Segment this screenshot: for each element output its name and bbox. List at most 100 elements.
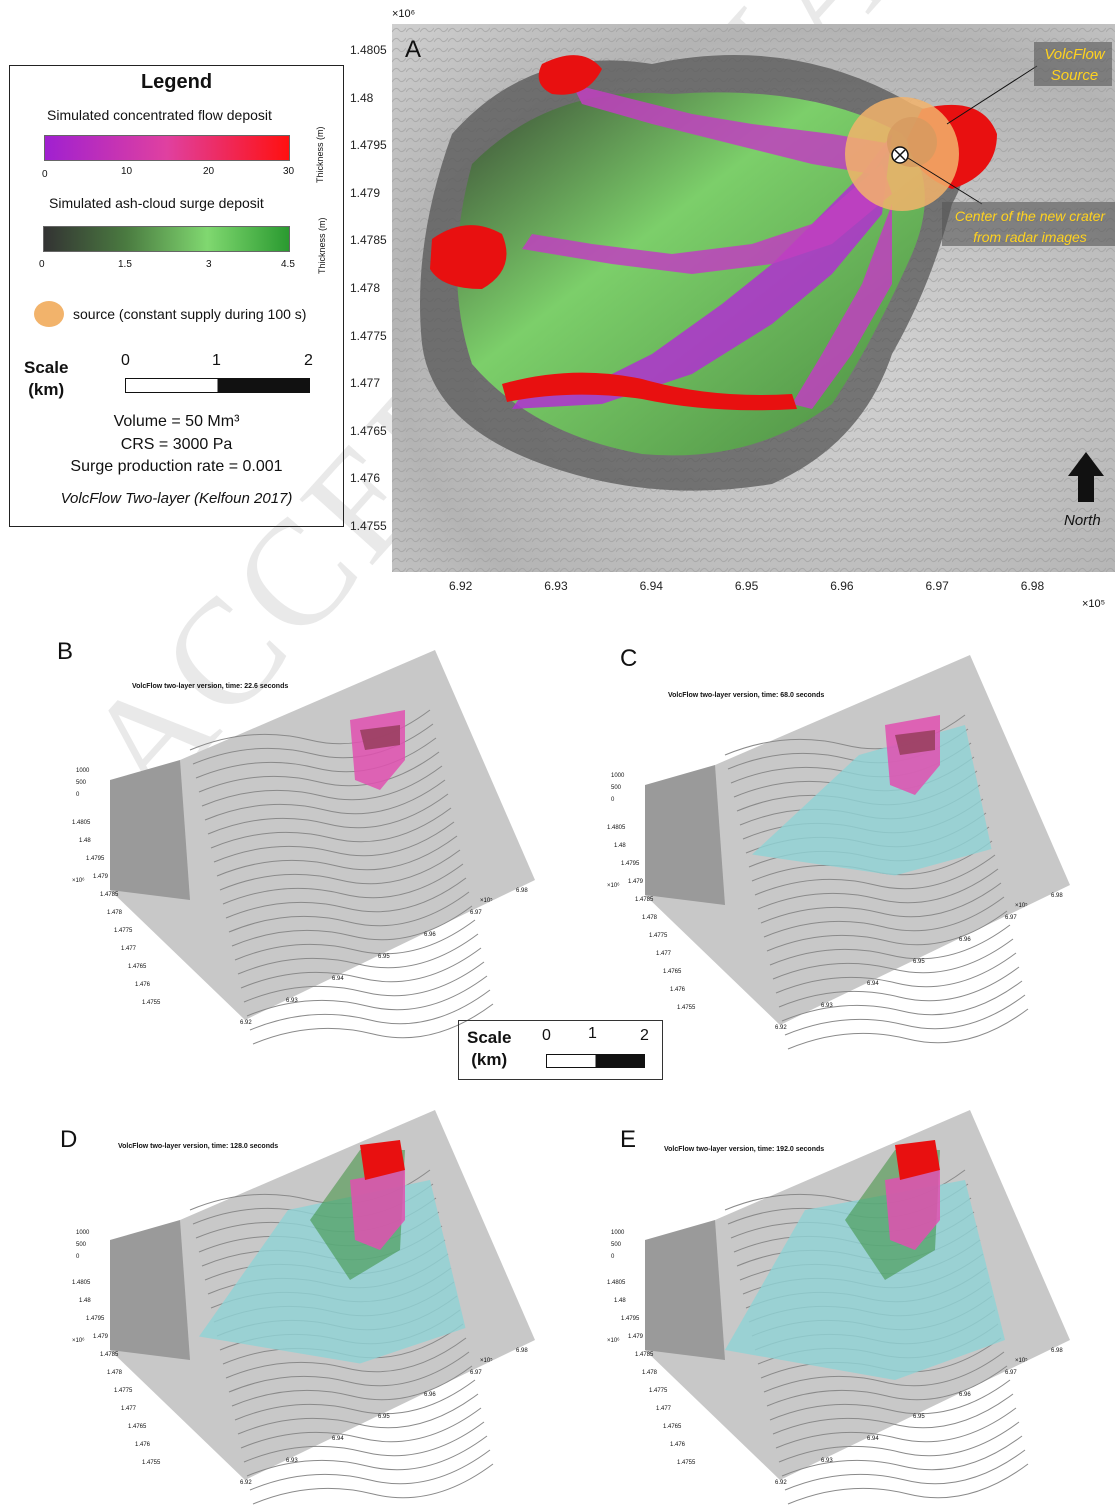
relief-line <box>216 835 458 877</box>
mini-x-exponent: ×10⁵ <box>480 1358 493 1364</box>
panel-sim-title: VolcFlow two-layer version, time: 128.0 … <box>118 1143 279 1150</box>
mini-x-exponent: ×10⁵ <box>1015 903 1028 909</box>
relief-line <box>225 1337 467 1379</box>
legend-scale-label: Scale (km) <box>24 358 69 399</box>
mini-x-tick: 6.97 <box>1005 1370 1017 1376</box>
relief-line <box>778 1421 1020 1463</box>
surge-colorbar <box>43 226 290 252</box>
panel-a-x-tick: 6.92 <box>449 579 473 593</box>
mini-x-tick: 6.96 <box>959 937 971 943</box>
crs-text: CRS = 3000 Pa <box>120 436 233 453</box>
relief-line <box>252 1003 494 1045</box>
mini-y-tick: 1.4755 <box>142 1000 161 1006</box>
legend-title: Legend <box>140 71 213 93</box>
terrain-side <box>110 1220 190 1360</box>
mini-y-tick: 1.479 <box>628 879 644 885</box>
panel-a-x-tick: 6.93 <box>544 579 568 593</box>
mini-y-tick: 1.478 <box>642 915 658 921</box>
relief-line <box>231 1365 473 1407</box>
relief-line <box>766 1365 1008 1407</box>
relief-line <box>781 980 1023 1022</box>
mini-y-tick: 1.476 <box>670 987 686 993</box>
relief-line <box>204 779 446 821</box>
panel-a-y-tick: 1.4795 <box>350 138 387 153</box>
mini-y-tick: 1.4785 <box>635 897 654 903</box>
mini-x-tick: 6.95 <box>378 954 390 960</box>
surge-tick-4-5: 4.5 <box>281 259 295 270</box>
relief-line <box>213 821 455 863</box>
concentrated-thickness-label: Thickness (m) <box>315 126 325 183</box>
relief-line <box>228 1351 470 1393</box>
mini-y-tick: 1.4785 <box>635 1352 654 1358</box>
mini-y-tick: 1.4805 <box>72 820 91 826</box>
mini-y-tick: 1.48 <box>79 1298 91 1304</box>
mini-y-tick: 1.476 <box>135 982 151 988</box>
mini-x-tick: 6.93 <box>286 1458 298 1464</box>
center-scale-tick-0: 0 <box>542 1027 551 1044</box>
relief-line <box>249 1449 491 1491</box>
terrain-side <box>645 1220 725 1360</box>
mini-y-tick: 1.48 <box>614 843 626 849</box>
mini-x-tick: 6.94 <box>867 1436 879 1442</box>
mini-x-tick: 6.95 <box>913 1414 925 1420</box>
relief-line <box>240 947 482 989</box>
mini-y-tick: 1.479 <box>93 1334 109 1340</box>
mini-x-tick: 6.94 <box>332 976 344 982</box>
mini-y-tick: 1.4775 <box>649 933 668 939</box>
mini-x-tick: 6.96 <box>959 1392 971 1398</box>
mini-y-tick: 1.478 <box>107 910 123 916</box>
panel-a-x-tick: 6.98 <box>1020 579 1045 593</box>
crater-rim <box>360 725 400 750</box>
legend-box: Legend Simulated concentrated flow depos… <box>9 65 344 527</box>
relief-line <box>766 910 1008 952</box>
relief-line <box>243 1421 485 1463</box>
mini-x-tick: 6.92 <box>240 1020 252 1026</box>
panel-a-y-tick: 1.4805 <box>350 43 387 57</box>
mini-y-tick: 1.4755 <box>142 1460 161 1466</box>
mini-y-tick: 1.4805 <box>607 825 626 831</box>
concentrated-flow-label: Simulated concentrated flow deposit <box>47 107 272 123</box>
relief-line <box>769 1379 1011 1421</box>
mini-y-tick: 1.48 <box>614 1298 626 1304</box>
panel-sim-title: VolcFlow two-layer version, time: 68.0 s… <box>668 692 825 699</box>
mini-x-tick: 6.97 <box>470 1370 482 1376</box>
relief-line <box>769 924 1011 966</box>
mini-x-exponent: ×10⁵ <box>480 898 493 904</box>
center-scale-bar <box>546 1054 645 1068</box>
panel-a-y-tick: 1.4765 <box>350 423 387 438</box>
relief-line <box>784 994 1026 1036</box>
concentrated-tick-10: 10 <box>121 166 133 177</box>
relief-line <box>763 1351 1005 1393</box>
mini-z-tick: 500 <box>611 1242 622 1248</box>
relief-line <box>775 952 1017 994</box>
panel-a-y-tick: 1.4755 <box>350 519 387 533</box>
legend-scale-tick-0: 0 <box>121 352 130 369</box>
mini-z-tick: 500 <box>76 780 87 786</box>
mini-x-tick: 6.97 <box>470 910 482 916</box>
relief-line <box>757 868 999 910</box>
panel-sim-title: VolcFlow two-layer version, time: 192.0 … <box>664 1146 825 1153</box>
mini-y-tick: 1.4775 <box>114 928 133 934</box>
panel-a-y-tick: 1.4785 <box>350 233 387 248</box>
mini-z-tick: 1000 <box>611 1230 625 1236</box>
relief-line <box>249 989 491 1031</box>
relief-line <box>772 1393 1014 1435</box>
concentrated-flow <box>350 1170 405 1250</box>
mini-x-tick: 6.97 <box>1005 915 1017 921</box>
relief-line <box>760 882 1002 924</box>
mini-z-tick: 0 <box>611 1254 615 1260</box>
panel-3d-view <box>645 1110 1070 1505</box>
relief-line <box>219 849 461 891</box>
relief-line <box>763 896 1005 938</box>
crater-annotation: Center of the new crater from radar imag… <box>954 208 1106 245</box>
mini-y-tick: 1.4795 <box>86 1316 105 1322</box>
concentrated-colorbar <box>44 135 290 161</box>
surge-tick-3: 3 <box>206 259 212 270</box>
relief-line <box>787 1463 1029 1505</box>
mini-y-tick: 1.4785 <box>100 892 119 898</box>
panel-3d-view <box>110 1110 535 1505</box>
panel-a-y-tick: 1.48 <box>350 90 374 105</box>
legend-scale-bar <box>125 378 310 393</box>
relief-line <box>234 919 476 961</box>
crater-rim <box>895 730 935 755</box>
